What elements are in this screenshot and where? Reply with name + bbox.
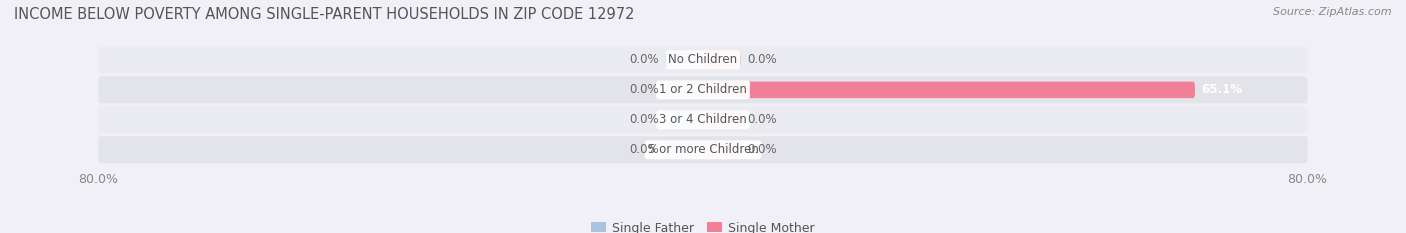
Text: 5 or more Children: 5 or more Children: [648, 143, 758, 156]
FancyBboxPatch shape: [98, 76, 1308, 103]
FancyBboxPatch shape: [98, 136, 1308, 163]
Text: 0.0%: 0.0%: [747, 113, 776, 126]
Text: 0.0%: 0.0%: [630, 143, 659, 156]
FancyBboxPatch shape: [665, 141, 703, 158]
Text: 65.1%: 65.1%: [1201, 83, 1241, 96]
Text: 0.0%: 0.0%: [630, 113, 659, 126]
FancyBboxPatch shape: [665, 52, 703, 68]
Text: No Children: No Children: [668, 53, 738, 66]
FancyBboxPatch shape: [703, 112, 741, 128]
FancyBboxPatch shape: [98, 46, 1308, 73]
FancyBboxPatch shape: [665, 112, 703, 128]
Text: Source: ZipAtlas.com: Source: ZipAtlas.com: [1274, 7, 1392, 17]
Text: 1 or 2 Children: 1 or 2 Children: [659, 83, 747, 96]
Text: 0.0%: 0.0%: [747, 143, 776, 156]
FancyBboxPatch shape: [703, 52, 741, 68]
Text: 0.0%: 0.0%: [747, 53, 776, 66]
FancyBboxPatch shape: [703, 141, 741, 158]
Legend: Single Father, Single Mother: Single Father, Single Mother: [586, 216, 820, 233]
FancyBboxPatch shape: [98, 106, 1308, 133]
FancyBboxPatch shape: [665, 82, 703, 98]
Text: 0.0%: 0.0%: [630, 83, 659, 96]
FancyBboxPatch shape: [703, 82, 1195, 98]
Text: INCOME BELOW POVERTY AMONG SINGLE-PARENT HOUSEHOLDS IN ZIP CODE 12972: INCOME BELOW POVERTY AMONG SINGLE-PARENT…: [14, 7, 634, 22]
Text: 3 or 4 Children: 3 or 4 Children: [659, 113, 747, 126]
Text: 0.0%: 0.0%: [630, 53, 659, 66]
